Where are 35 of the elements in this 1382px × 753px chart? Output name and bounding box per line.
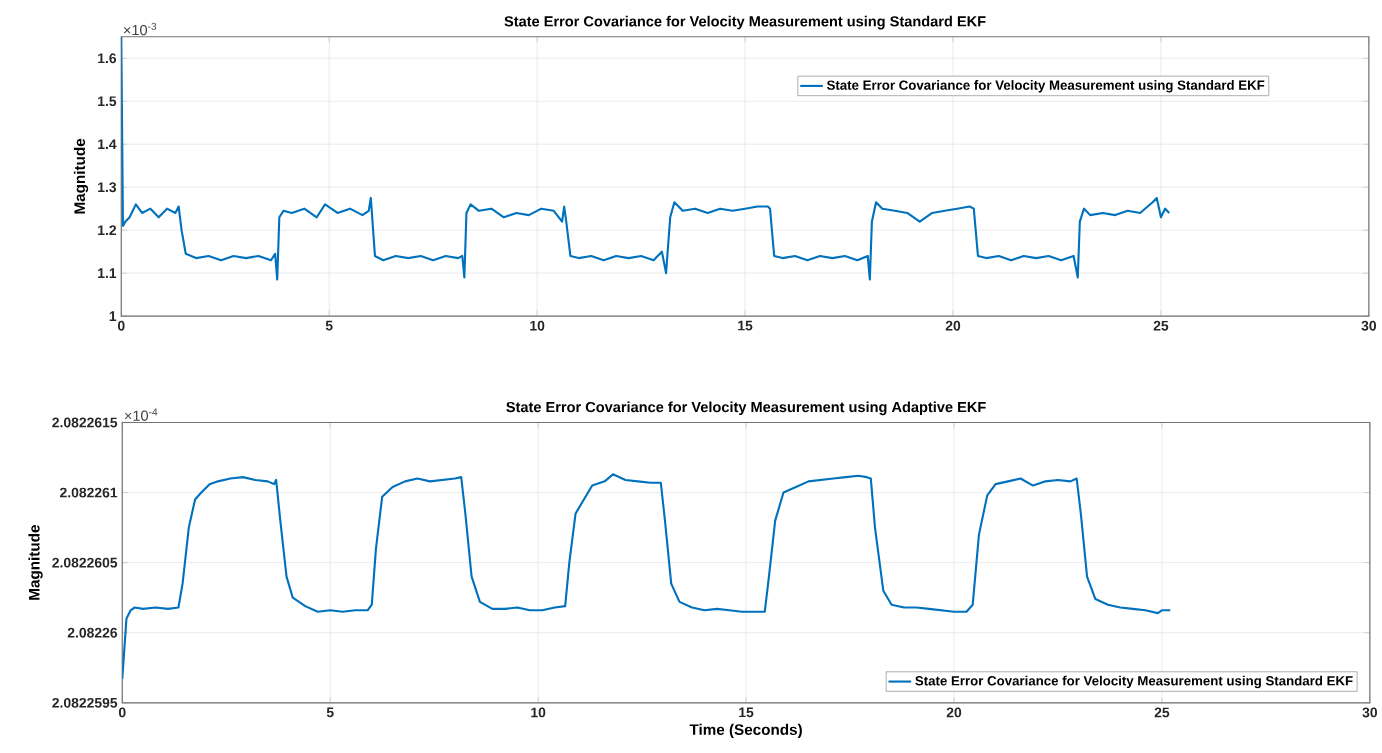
y-tick-label: 2.082261 [60,487,118,498]
y-tick-label: 1.2 [98,225,117,236]
y-tick-label: 2.08226 [67,628,118,638]
text: ×10$^{-4}$ [124,408,158,422]
text: ×10$^{-3}$ [123,22,157,36]
x-axis-title: Time (Seconds) [689,724,802,739]
y-tick-label: 1.6 [98,53,117,64]
x-tick-label: 0 [118,707,126,718]
y-tick-label: 2.0822595 [52,698,118,708]
chart-title: State Error Covariance for Velocity Measurement using Standard EKF [504,16,986,30]
x-tick-label: 10 [530,321,545,331]
y-tick-label: 1.5 [98,96,117,107]
y-tick-label: 1.4 [98,139,117,150]
x-tick-label: 5 [325,321,333,331]
x-tick-label: 0 [117,321,125,331]
x-tick-label: 15 [739,707,754,718]
y-tick-label: 2.0822605 [52,557,118,568]
x-tick-label: 10 [531,707,546,718]
x-tick-label: 25 [1154,707,1170,718]
x-tick-label: 15 [738,321,753,331]
y-tick-label: 1.3 [98,182,117,193]
x-tick-label: 20 [946,707,962,718]
y-axis-title: Magnitude [28,525,43,600]
x-tick-label: 20 [945,321,961,331]
chart-title: State Error Covariance for Velocity Measurement using Adaptive EKF [506,401,986,416]
y-tick-label: 2.0822615 [52,417,118,428]
y-axis-title: Magnitude [73,139,89,214]
legend-label: State Error Covariance for Velocity Measurement using Standard EKF [826,80,1265,93]
x-tick-label: 5 [326,707,334,718]
y-tick-label: 1 [109,311,117,322]
x-tick-label: 25 [1153,321,1169,331]
x-tick-label: 30 [1361,321,1377,331]
legend-label: State Error Covariance for Velocity Measurement using Standard EKF [915,676,1353,689]
y-tick-label: 1.1 [98,268,117,279]
x-tick-label: 30 [1362,707,1378,718]
